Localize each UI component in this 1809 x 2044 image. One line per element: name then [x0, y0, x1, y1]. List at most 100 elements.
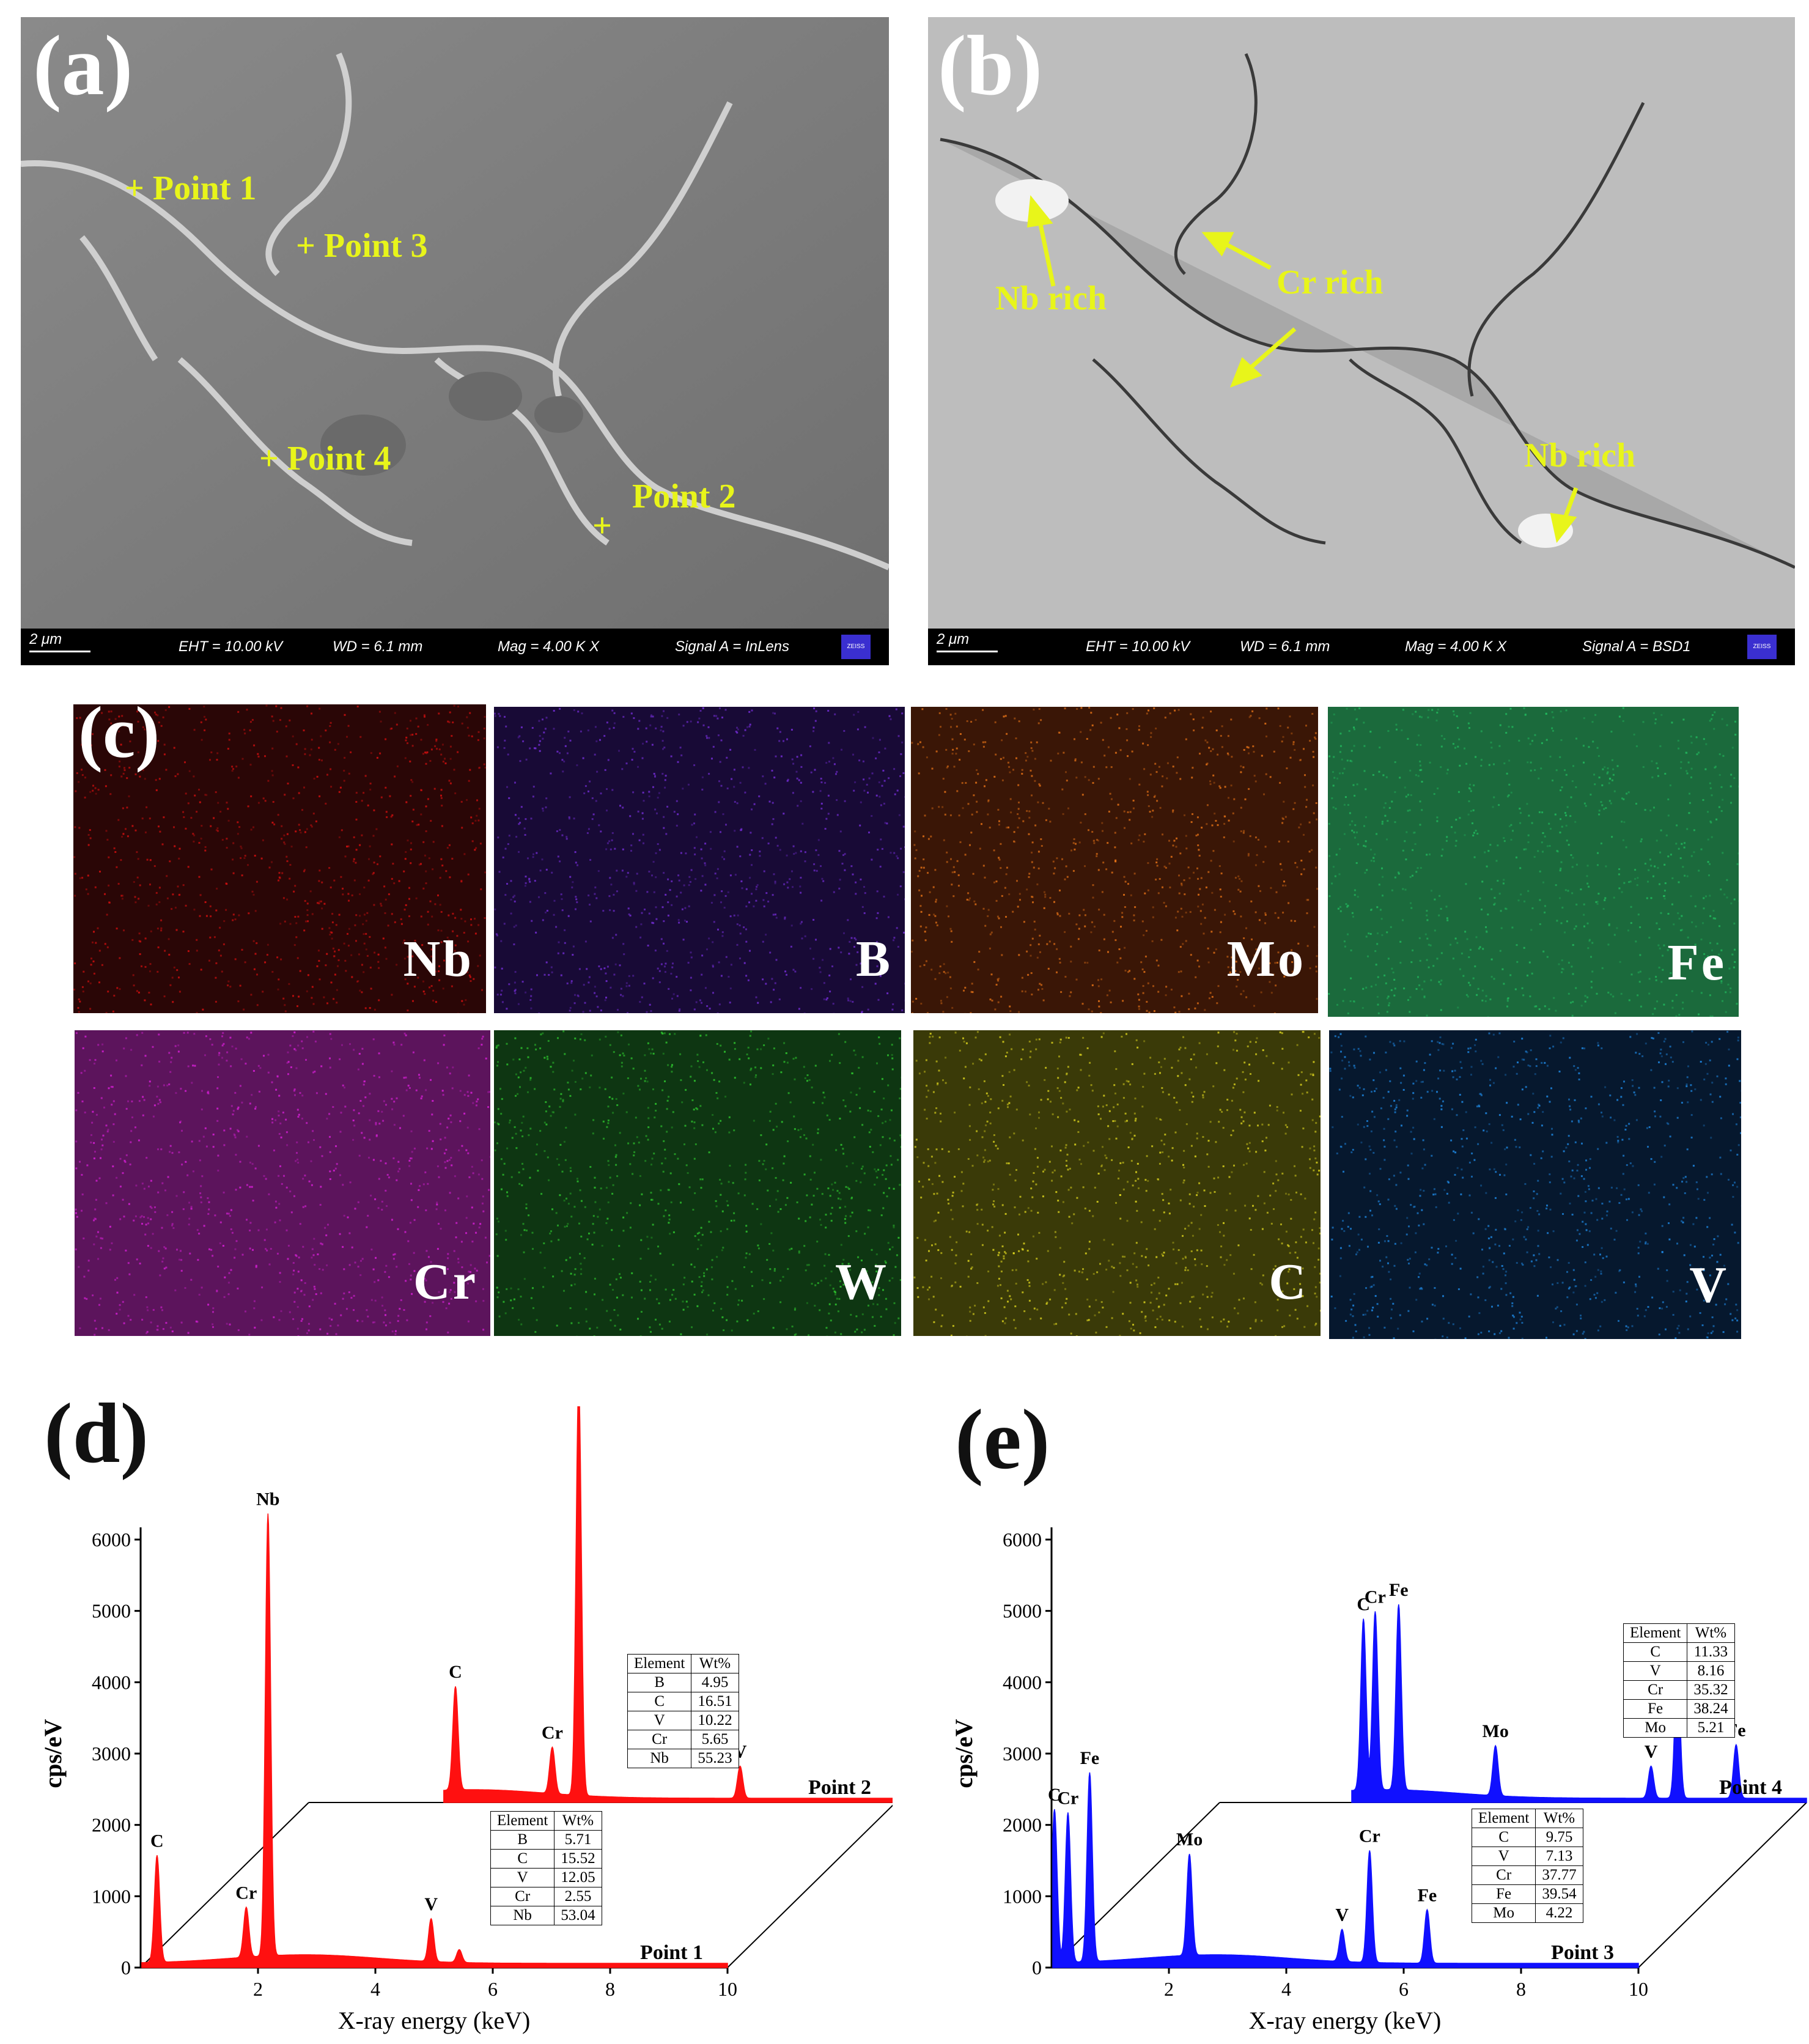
x-tick-label: 8 [1516, 1978, 1526, 2000]
sem-image-b: (b) Nb rich Cr rich Nb rich 2 μm EHT = 1… [928, 17, 1795, 665]
map-label-c: C [1269, 1253, 1308, 1310]
peak-label: Fe [1080, 1748, 1100, 1768]
microstructure-b [928, 17, 1795, 629]
point-1-label: + Point 1 [125, 169, 257, 207]
peak-label: Cr [1359, 1826, 1380, 1846]
cr-rich-label: Cr rich [1277, 264, 1383, 301]
eds-map-fe: Fe [1328, 707, 1739, 1017]
eht-a: EHT = 10.00 kV [179, 638, 283, 655]
spectrum-front [141, 1513, 728, 1968]
y-axis-title: cps/eV [39, 1719, 67, 1788]
y-tick-label: 1000 [1003, 1885, 1042, 1907]
peak-label: Fe [1389, 1580, 1409, 1600]
map-noise [75, 1030, 490, 1336]
peak-label: Mo [1176, 1829, 1203, 1850]
map-label-mo: Mo [1226, 931, 1306, 987]
microstructure-a [21, 17, 889, 629]
table-header: Element [1471, 1809, 1536, 1828]
zeiss-logo-b: ZEISS [1747, 635, 1777, 659]
table-row: Nb 53.04 [490, 1906, 602, 1925]
peak-label: C [150, 1831, 164, 1851]
peak-label: Fe [1418, 1885, 1437, 1905]
y-tick-label: 4000 [1003, 1671, 1042, 1693]
map-label-b: B [855, 931, 893, 987]
wt-table-e-point3: Element Wt% C 9.75 V 7.13 Cr 37.77 Fe 39.54 M… [1471, 1809, 1583, 1923]
spectrum-back [443, 1406, 893, 1803]
point-2-marker: + [592, 507, 612, 545]
table-row: B 5.71 [490, 1830, 602, 1850]
wd-a: WD = 6.1 mm [333, 638, 423, 655]
table-row: C 15.52 [490, 1849, 602, 1869]
signal-a: Signal A = InLens [675, 638, 790, 655]
x-tick-label: 6 [1399, 1978, 1409, 2000]
point-back-label: Point 4 [1719, 1776, 1782, 1799]
panel-label-b: (b) [938, 18, 1043, 113]
peak-label: C [1048, 1785, 1061, 1805]
map-label-w: W [835, 1253, 889, 1310]
table-row: Mo 4.22 [1471, 1903, 1583, 1923]
y-tick-label: 1000 [92, 1885, 131, 1907]
nb-rich-label-2: Nb rich [1524, 437, 1635, 474]
eds-spectrum-d: 0 1000 2000 3000 4000 5000 6000 2 4 6 8 10 cps/eV X-r… [39, 1406, 893, 2034]
depth-line [1051, 1802, 1220, 1968]
wt-table-d-point1: Element Wt% B 5.71 C 15.52 V 12.05 Cr 2.55 Nb… [490, 1811, 602, 1925]
x-tick-label: 6 [488, 1978, 498, 2000]
eds-map-cr: Cr [75, 1030, 490, 1336]
spectrum-front [1052, 1772, 1639, 1968]
point-2-label: Point 2 [632, 478, 736, 515]
depth-line [140, 1802, 309, 1968]
zeiss-logo-a: ZEISS [841, 635, 871, 659]
table-header: Wt% [1535, 1809, 1583, 1828]
scale-label-b: 2 μm [937, 631, 970, 648]
y-tick-label: 0 [1032, 1957, 1042, 1979]
table-row: Mo 5.21 [1623, 1718, 1735, 1738]
peak-label: Mo [1483, 1721, 1509, 1741]
y-tick-label: 3000 [1003, 1743, 1042, 1765]
map-label-cr: Cr [413, 1253, 478, 1310]
peak-label: V [1645, 1741, 1658, 1762]
table-header: Wt% [554, 1811, 602, 1831]
point-3-label: + Point 3 [296, 227, 428, 265]
wd-b: WD = 6.1 mm [1240, 638, 1330, 655]
nb-rich-label-1: Nb rich [995, 279, 1107, 317]
peak-label: Cr [235, 1883, 257, 1903]
point-front-label: Point 3 [1551, 1941, 1614, 1964]
panel-label-e: (e) [955, 1392, 1050, 1487]
sem-info-bar-a: 2 μm EHT = 10.00 kV WD = 6.1 mm Mag = 4.… [21, 629, 889, 665]
map-label-nb: Nb [403, 931, 474, 987]
x-axis-title: X-ray energy (keV) [338, 2007, 531, 2034]
x-axis-title: X-ray energy (keV) [1249, 2007, 1442, 2034]
table-row: Cr 37.77 [1471, 1865, 1583, 1885]
table-row: Fe 39.54 [1471, 1884, 1583, 1904]
point-back-label: Point 2 [808, 1776, 871, 1799]
table-header: Wt% [691, 1654, 739, 1673]
map-noise [1329, 1030, 1741, 1339]
table-row: V 7.13 [1471, 1847, 1583, 1866]
eds-map-nb: Nb [73, 704, 486, 1013]
table-row: Cr 35.32 [1623, 1680, 1735, 1700]
peak-label: Cr [1057, 1788, 1078, 1808]
table-row: V 10.22 [627, 1711, 739, 1730]
map-label-v: V [1689, 1256, 1729, 1313]
x-tick-label: 2 [1164, 1978, 1174, 2000]
sem-info-bar-b: 2 μm EHT = 10.00 kV WD = 6.1 mm Mag = 4.… [928, 629, 1795, 665]
table-row: V 8.16 [1623, 1661, 1735, 1681]
x-tick-label: 2 [253, 1978, 263, 2000]
sem-image-a: (a) + Point 1 + Point 3 + Point 4 Point … [21, 17, 889, 665]
panel-label-d: (d) [44, 1386, 149, 1481]
y-tick-label: 3000 [92, 1743, 131, 1765]
panel-label-a: (a) [33, 18, 133, 113]
map-noise [1328, 707, 1739, 1017]
panel-label-c: (c) [78, 692, 160, 773]
x-tick-label: 4 [1281, 1978, 1291, 2000]
table-row: C 11.33 [1623, 1642, 1735, 1662]
depth-line [727, 1804, 893, 1968]
point-front-label: Point 1 [640, 1941, 703, 1964]
y-tick-label: 0 [121, 1957, 131, 1979]
map-noise [494, 707, 905, 1013]
table-row: Nb 55.23 [627, 1749, 739, 1768]
y-tick-label: 5000 [92, 1600, 131, 1622]
peak-label: V [1335, 1905, 1349, 1925]
x-tick-label: 10 [1629, 1978, 1648, 2000]
table-row: Cr 5.65 [627, 1730, 739, 1749]
